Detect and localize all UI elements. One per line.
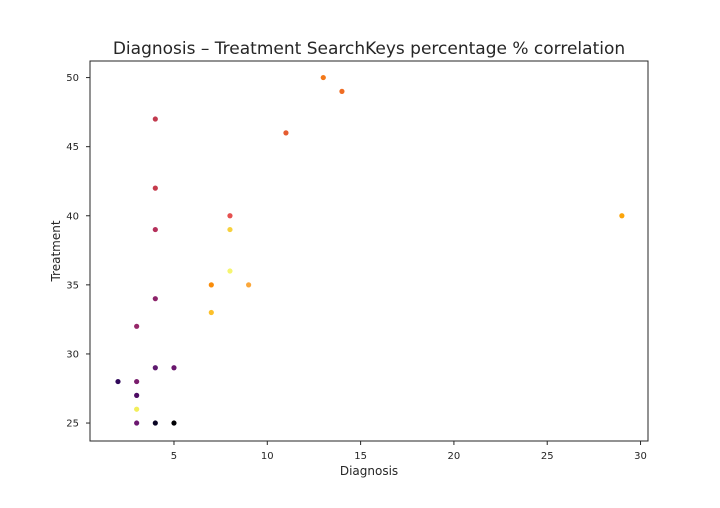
data-point xyxy=(227,213,233,219)
data-point xyxy=(115,378,121,385)
y-tick-label: 35 xyxy=(66,280,79,291)
x-tick-label: 25 xyxy=(541,451,554,462)
data-point xyxy=(152,185,158,191)
chart-title: Diagnosis – Treatment SearchKeys percent… xyxy=(113,39,625,59)
y-tick-label: 25 xyxy=(66,419,79,430)
data-point xyxy=(134,392,140,398)
data-point xyxy=(152,420,158,426)
x-tick-label: 15 xyxy=(354,451,367,462)
data-point xyxy=(283,130,289,136)
data-point xyxy=(134,406,140,412)
data-point xyxy=(152,116,158,122)
y-axis-label: Treatment xyxy=(49,220,63,282)
data-point xyxy=(171,365,177,371)
data-point xyxy=(134,420,140,426)
x-tick-label: 10 xyxy=(261,451,274,462)
data-point xyxy=(208,282,214,288)
data-point xyxy=(208,309,214,316)
x-tick-label: 20 xyxy=(448,451,461,462)
y-tick-label: 40 xyxy=(66,211,79,222)
x-axis-ticks: 5 10 15 20 25 30 xyxy=(171,441,647,462)
x-axis-label: Diagnosis xyxy=(340,464,398,478)
y-tick-label: 30 xyxy=(66,349,79,360)
data-point xyxy=(152,365,158,371)
data-point xyxy=(320,74,326,81)
data-point xyxy=(134,378,140,385)
data-point xyxy=(339,88,345,94)
data-point xyxy=(619,213,625,219)
x-tick-label: 30 xyxy=(634,451,647,462)
x-tick-label: 5 xyxy=(171,451,177,462)
plot-marks xyxy=(115,74,625,426)
data-point xyxy=(152,226,158,233)
data-point xyxy=(152,296,158,302)
data-point xyxy=(227,226,233,233)
plot-frame xyxy=(89,60,649,442)
y-tick-label: 50 xyxy=(66,73,79,84)
y-axis-ticks: 25 30 35 40 45 50 xyxy=(66,73,90,430)
data-point xyxy=(246,282,252,288)
data-point xyxy=(134,323,140,329)
data-point xyxy=(227,268,233,274)
data-point xyxy=(171,420,177,426)
y-tick-label: 45 xyxy=(66,142,79,153)
